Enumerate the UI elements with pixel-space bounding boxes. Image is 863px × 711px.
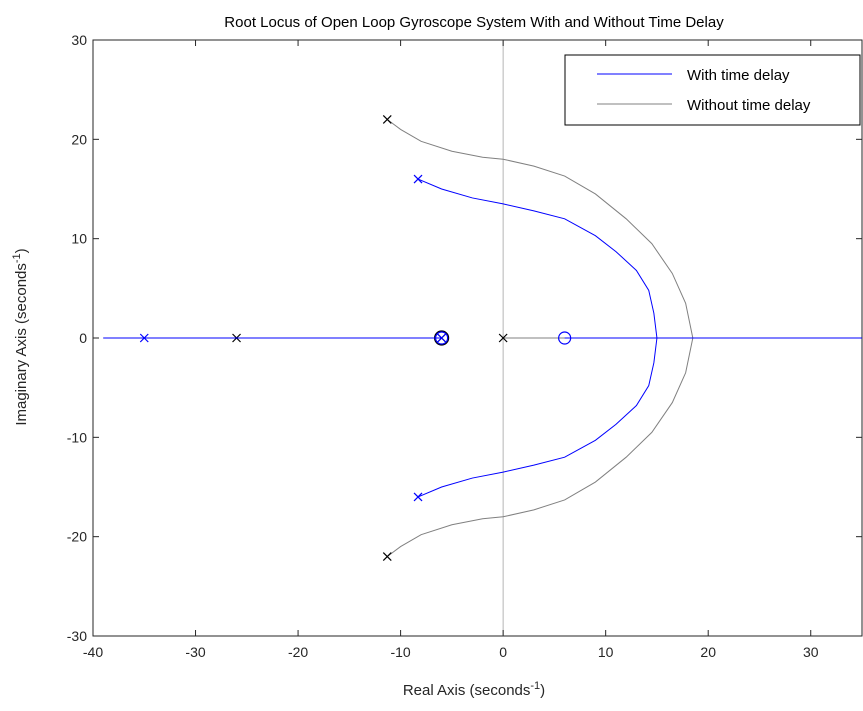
zero-marker <box>435 331 449 345</box>
legend-label-without-delay: Without time delay <box>687 97 811 114</box>
zero-marker <box>558 331 572 345</box>
locus-branch-upper <box>386 119 694 339</box>
y-tick-label: -10 <box>67 429 87 445</box>
y-axis-label-end: ) <box>13 248 30 253</box>
x-tick-label: -40 <box>83 644 103 660</box>
pole-marker <box>413 492 423 502</box>
y-tick-label: 10 <box>71 231 87 247</box>
y-tick-label: -20 <box>67 529 87 545</box>
y-tick-label: 30 <box>71 32 87 48</box>
y-axis-label-text: Imaginary Axis (seconds <box>13 263 30 426</box>
x-axis-label-superscript: -1 <box>530 680 540 692</box>
legend: With time delay Without time delay <box>564 54 861 126</box>
y-tick-labels: -30 -20 -10 0 10 20 30 <box>67 32 87 644</box>
series-0 <box>103 174 862 502</box>
locus-branch-lower <box>386 337 694 557</box>
x-tick-labels: -40 -30 -20 -10 0 10 20 30 <box>83 644 819 660</box>
locus-branch-lower <box>417 337 658 498</box>
pole-marker <box>382 552 392 561</box>
pole-marker <box>382 115 392 124</box>
x-tick-label: 0 <box>499 644 507 660</box>
chart-title: Root Locus of Open Loop Gyroscope System… <box>224 14 724 31</box>
pole-marker <box>437 333 447 343</box>
legend-label-with-delay: With time delay <box>687 67 790 84</box>
y-tick-label: 20 <box>71 131 87 147</box>
x-tick-label: -10 <box>390 644 410 660</box>
y-tick-label: 0 <box>79 330 87 346</box>
x-axis-label: Real Axis (seconds-1) <box>403 680 545 699</box>
y-axis-label-superscript: -1 <box>11 253 23 263</box>
y-axis-label: Imaginary Axis (seconds-1) <box>11 248 30 425</box>
x-tick-label: 20 <box>700 644 716 660</box>
pole-marker <box>498 333 508 343</box>
legend-box <box>564 54 861 126</box>
series-layer <box>103 115 862 561</box>
x-axis-label-end: ) <box>540 682 545 699</box>
x-tick-label: 30 <box>803 644 819 660</box>
locus-branch-upper <box>417 178 658 339</box>
y-tick-label: -30 <box>67 628 87 644</box>
x-tick-label: -20 <box>288 644 308 660</box>
pole-marker <box>413 174 423 184</box>
x-axis-label-text: Real Axis (seconds <box>403 682 531 699</box>
pole-marker <box>139 333 149 343</box>
x-tick-label: 10 <box>598 644 614 660</box>
x-tick-label: -30 <box>185 644 205 660</box>
